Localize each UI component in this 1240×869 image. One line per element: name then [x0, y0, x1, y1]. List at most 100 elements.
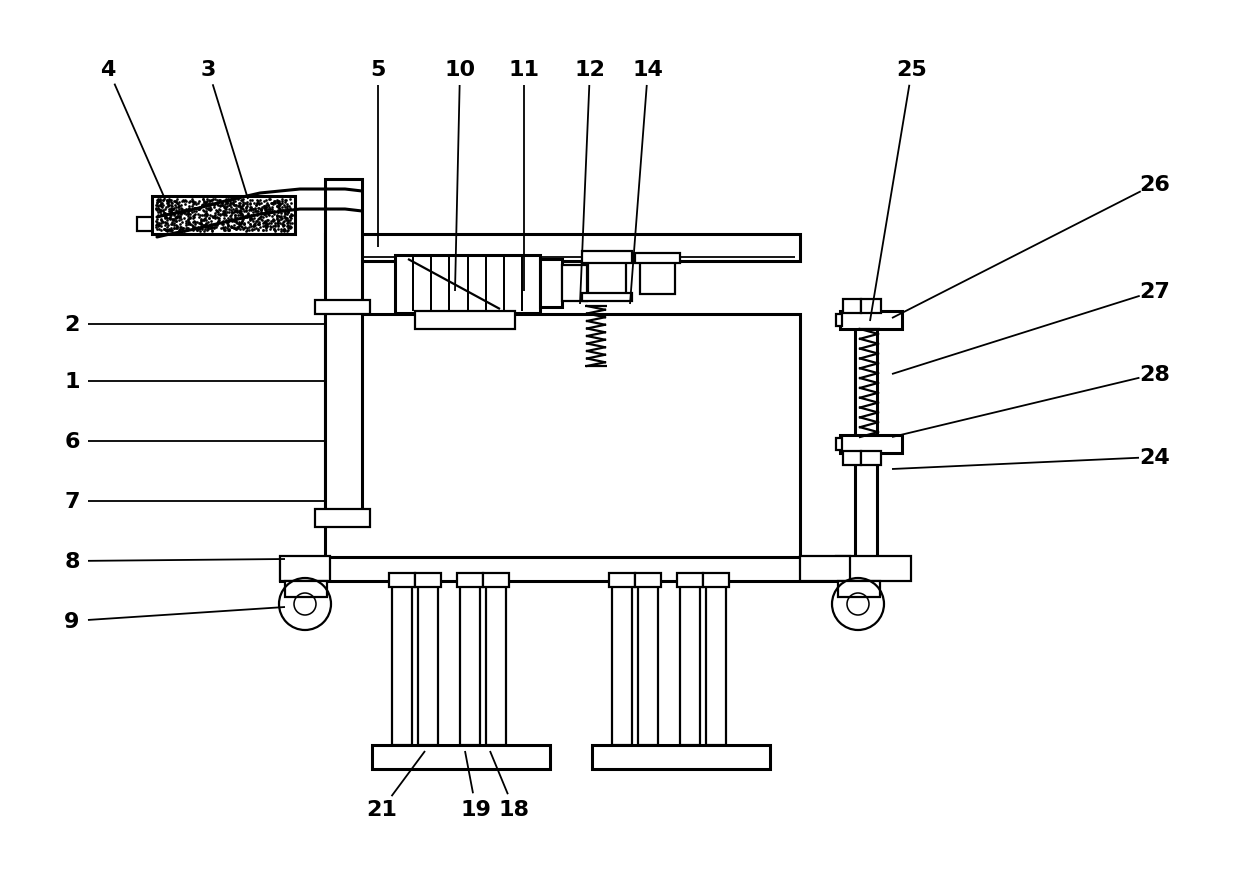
Point: [157, 195, 177, 209]
Point: [280, 212, 300, 226]
Point: [170, 200, 190, 214]
Point: [190, 210, 210, 224]
Point: [224, 222, 244, 236]
Point: [193, 196, 213, 210]
Point: [159, 219, 179, 233]
Point: [215, 205, 234, 219]
Text: 6: 6: [64, 432, 79, 452]
Point: [196, 204, 216, 218]
Point: [216, 196, 236, 210]
Point: [273, 195, 293, 209]
Point: [156, 223, 176, 237]
Point: [171, 222, 191, 235]
Point: [148, 213, 167, 227]
Point: [170, 206, 190, 220]
Point: [223, 202, 243, 216]
Point: [219, 223, 239, 237]
Point: [195, 196, 215, 209]
Point: [234, 222, 254, 235]
Point: [238, 216, 258, 229]
Point: [242, 209, 262, 222]
Point: [198, 212, 218, 226]
Point: [179, 212, 198, 226]
Point: [164, 195, 184, 209]
Point: [268, 196, 288, 209]
Point: [196, 197, 216, 211]
Point: [190, 202, 210, 216]
Point: [190, 202, 210, 216]
Point: [160, 209, 180, 223]
Point: [272, 210, 291, 224]
Point: [224, 206, 244, 220]
Point: [273, 220, 293, 234]
Point: [217, 222, 237, 235]
Point: [208, 212, 228, 226]
Point: [195, 209, 215, 222]
Point: [273, 203, 293, 217]
Bar: [836, 315, 842, 327]
Point: [151, 208, 171, 222]
Point: [216, 214, 236, 228]
Point: [228, 209, 248, 222]
Point: [187, 223, 207, 237]
Point: [150, 199, 170, 213]
Point: [169, 198, 188, 212]
Point: [224, 211, 244, 225]
Point: [155, 209, 175, 223]
Point: [192, 198, 212, 212]
Point: [221, 197, 241, 211]
Point: [188, 197, 208, 211]
Point: [215, 205, 234, 219]
Point: [161, 206, 181, 220]
Point: [222, 221, 242, 235]
Point: [146, 215, 166, 229]
Point: [172, 206, 192, 220]
Bar: [838, 581, 880, 597]
Point: [259, 205, 279, 219]
Point: [174, 206, 193, 220]
Point: [164, 214, 184, 228]
Point: [218, 215, 238, 229]
Point: [198, 202, 218, 216]
Point: [273, 218, 293, 232]
Point: [179, 213, 198, 227]
Point: [255, 199, 275, 213]
Point: [171, 202, 191, 216]
Point: [222, 207, 242, 221]
Point: [250, 221, 270, 235]
Point: [265, 220, 285, 234]
Point: [197, 223, 217, 237]
Point: [155, 207, 175, 221]
Point: [156, 202, 176, 216]
Point: [269, 197, 289, 211]
Point: [176, 219, 196, 233]
Point: [212, 208, 232, 222]
Point: [161, 213, 181, 227]
Text: 2: 2: [64, 315, 79, 335]
Point: [202, 215, 222, 229]
Point: [244, 219, 264, 233]
Point: [157, 209, 177, 222]
Point: [226, 223, 246, 237]
Point: [184, 195, 203, 209]
Point: [234, 204, 254, 218]
Point: [180, 208, 200, 222]
Point: [232, 211, 252, 225]
Point: [161, 224, 181, 238]
Point: [232, 221, 252, 235]
Point: [151, 223, 171, 237]
Point: [193, 198, 213, 212]
Point: [161, 217, 181, 231]
Point: [219, 210, 239, 224]
Point: [193, 193, 213, 207]
Point: [184, 216, 203, 229]
Point: [226, 223, 246, 237]
Point: [191, 213, 211, 227]
Point: [202, 221, 222, 235]
Point: [164, 209, 184, 223]
Point: [274, 224, 294, 238]
Point: [217, 199, 237, 213]
Point: [187, 221, 207, 235]
Point: [212, 222, 232, 235]
Point: [275, 211, 295, 225]
